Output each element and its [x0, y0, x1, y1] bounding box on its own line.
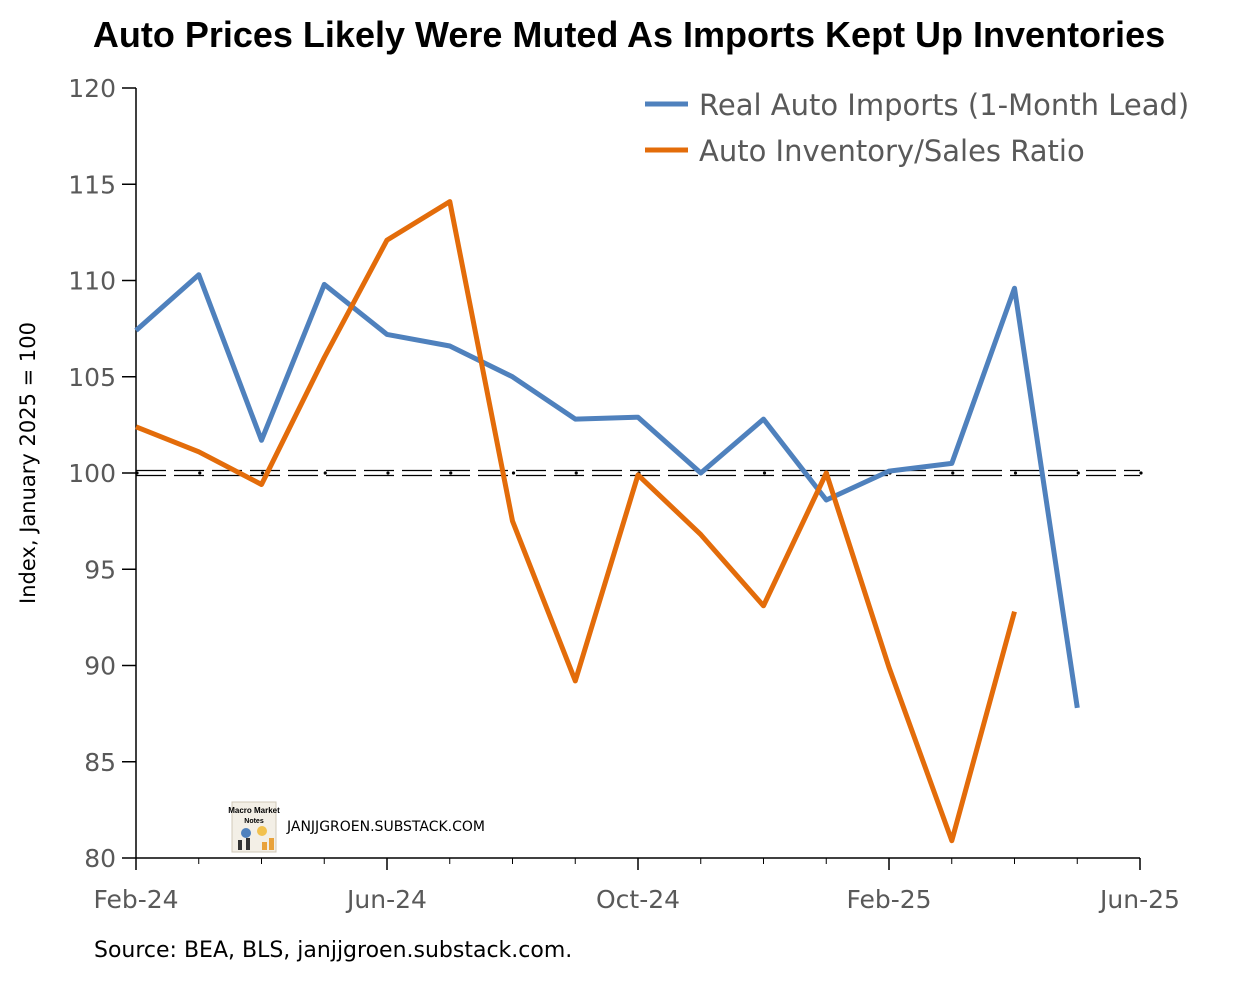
axes: 80 85 90 95 100 105 110 115 120 Index, January 20…	[16, 74, 1180, 914]
reference-line-dot	[574, 471, 578, 475]
reference-line-dot	[449, 471, 453, 475]
reference-line-dot	[323, 471, 327, 475]
x-tick-label: Jun-25	[1098, 885, 1180, 914]
reference-line-dot	[1076, 471, 1080, 475]
watermark: Macro Market Notes JANJJGROEN.SUBSTACK.C…	[228, 801, 485, 853]
y-axis-title: Index, January 2025 = 100	[16, 322, 40, 604]
series-line-2	[135, 199, 1017, 844]
reference-line-dot	[1139, 471, 1143, 475]
legend-label-1: Real Auto Imports (1-Month Lead)	[699, 88, 1189, 122]
y-tick-label: 85	[84, 748, 116, 777]
x-tick-label: Jun-24	[345, 885, 427, 914]
source-note: Source: BEA, BLS, janjjgroen.substack.co…	[94, 938, 573, 963]
reference-line-dot	[386, 471, 390, 475]
y-tick-label: 90	[84, 652, 116, 681]
reference-line-dot	[198, 471, 202, 475]
series-line-1	[134, 272, 1080, 709]
svg-text:Macro Market: Macro Market	[228, 806, 280, 815]
legend-label-2: Auto Inventory/Sales Ratio	[699, 134, 1085, 168]
series-group	[134, 199, 1080, 844]
y-tick-label: 105	[68, 363, 116, 392]
reference-line-dot	[511, 471, 516, 475]
y-tick-label: 110	[68, 267, 116, 296]
x-tick-label: Oct-24	[596, 885, 680, 914]
watermark-text: JANJJGROEN.SUBSTACK.COM	[286, 819, 485, 835]
y-tick-label: 100	[68, 459, 116, 488]
reference-line-dot	[1013, 471, 1018, 475]
x-tick-label: Feb-25	[846, 885, 931, 914]
legend: Real Auto Imports (1-Month Lead) Auto Inv…	[645, 88, 1189, 168]
svg-text:Notes: Notes	[244, 818, 264, 825]
y-tick-label: 120	[68, 74, 116, 103]
y-tick-label: 115	[68, 170, 116, 199]
reference-line-dot	[260, 471, 265, 475]
reference-line-dot	[951, 471, 955, 475]
reference-line-dot	[135, 471, 139, 475]
chart-title: Auto Prices Likely Were Muted As Imports…	[92, 14, 1166, 55]
y-tick-label: 80	[84, 844, 116, 873]
x-tick-label: Feb-24	[93, 885, 178, 914]
reference-line-dot	[762, 471, 767, 475]
y-tick-label: 95	[84, 555, 116, 584]
watermark-logo: Macro Market Notes	[228, 801, 280, 853]
